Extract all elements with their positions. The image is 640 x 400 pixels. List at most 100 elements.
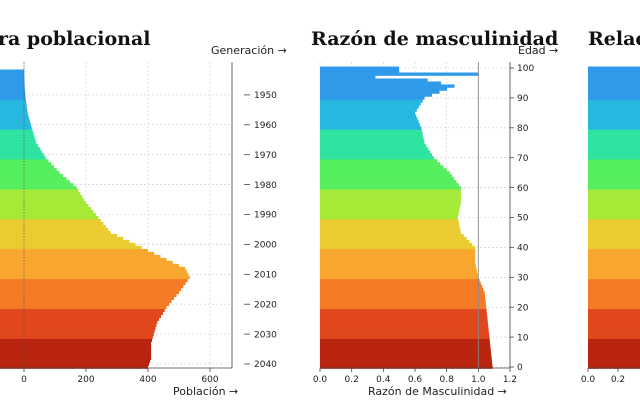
masc-bar [320,132,423,136]
masc-bar [320,305,487,310]
pyramid-bar [0,189,79,193]
third-bar [588,359,640,363]
masc-bar [320,296,486,301]
masc-bar [320,111,415,115]
masc-x-label: Razón de Masculinidad → [368,385,507,398]
pyramid-plot: 0 200 400 600 1950 1960 1970 1980 1990 2000 2010 20… [0,62,277,385]
age-tick-label: 40 [517,244,529,254]
pyramid-bar [0,72,25,76]
third-bar [588,314,640,319]
masc-bar [320,281,481,286]
pyramid-bar [0,290,179,295]
pyramid-bar [0,254,161,259]
masc-bar [320,69,400,73]
pyramid-bar [0,350,152,354]
pyramid-bar [0,248,148,253]
third-bar [588,341,640,345]
pyramid-bar [0,78,25,82]
pyramid-bar [0,353,152,357]
third-title: Relac [588,28,640,50]
third-bar [588,302,640,307]
third-bar [588,260,640,265]
third-bar [588,344,640,348]
pyramid-bar [0,302,170,307]
third-bar [588,308,640,313]
third-bar [588,254,640,259]
masc-bar [320,66,400,70]
pyramid-bar [0,90,26,94]
pyramid-bar [0,123,31,127]
third-bar [588,117,640,121]
masc-bar [320,117,418,121]
masc-bar [320,159,438,163]
pyramid-bar [0,236,124,241]
pyramid-bar [0,162,52,166]
masc-bar [320,153,433,157]
third-bar [588,284,640,289]
third-bar [588,311,640,316]
masc-bar [320,251,476,256]
masc-bar [320,362,493,366]
third-bar [588,305,640,310]
generation-axis-label: Generación → [211,44,287,57]
third-bar [588,257,640,262]
masc-bar [320,239,470,244]
masc-bar [320,338,490,342]
masc-x-tick-label: 0.0 [313,375,328,385]
third-bar [588,99,640,103]
pyramid-x-tick-label: 600 [201,375,218,385]
third-bar [588,320,640,324]
pyramid-bar [0,174,64,178]
third-bar [588,335,640,339]
pyramid-bar [0,260,173,265]
pyramid-bar [0,93,26,97]
generation-tick-label: 2030 [254,330,277,340]
third-x-tick-label: 0.0 [581,375,596,385]
pyramid-bar [0,320,158,324]
masc-bar [320,347,491,351]
third-bar [588,216,640,220]
masc-bar [320,177,455,181]
masc-bar [320,213,459,217]
pyramid-bar [0,281,186,286]
pyramid-bar [0,186,77,190]
third-bar [588,239,640,244]
pyramid-bar [0,359,151,363]
pyramid-bar [0,269,187,274]
third-bar [588,362,640,366]
generation-tick-label: 2010 [254,271,277,281]
pyramid-bar [0,356,152,360]
masc-plot: 0.0 0.2 0.4 0.6 0.8 1.0 1.20 10 20 30 40 50 60 70 80 90… [313,62,534,385]
masc-bar [320,329,489,333]
third-bar [588,147,640,151]
third-bar [588,165,640,169]
age-tick-label: 0 [517,363,523,373]
age-tick-label: 30 [517,274,529,284]
masc-bar [320,129,422,133]
masc-bar [320,78,428,82]
pyramid-bar [0,207,91,211]
masc-bar [320,219,459,223]
masc-bar [320,356,492,360]
masc-bar [320,198,461,202]
masc-bar [320,359,492,363]
pyramid-bar [0,305,167,310]
pyramid-bar [0,344,152,348]
pyramid-title: ra poblacional [0,28,151,50]
pyramid-bar [0,168,57,172]
third-bar [588,365,640,369]
pyramid-bar [0,287,182,292]
pyramid-bar [0,153,44,157]
pyramid-bar [0,272,189,277]
pyramid-bar [0,102,27,106]
third-bar [588,251,640,256]
pyramid-bar [0,317,160,321]
age-axis-label: Edad → [518,44,559,57]
third-bar [588,230,640,235]
third-bar [588,75,640,79]
masc-bar [320,168,447,172]
masc-bar [320,317,488,321]
third-bar [588,195,640,199]
masc-bar [320,105,419,109]
third-bar [588,174,640,178]
